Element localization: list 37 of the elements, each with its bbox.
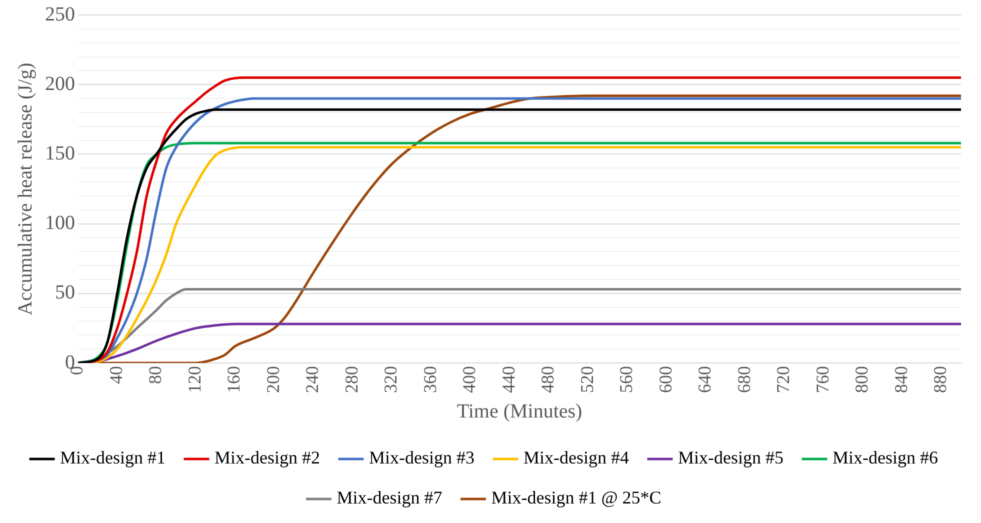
x-tick-label: 440 (498, 366, 518, 393)
x-tick-label: 800 (852, 366, 872, 393)
x-tick-label: 120 (184, 366, 204, 393)
x-tick-label: 360 (420, 366, 440, 393)
x-tick-label: 520 (576, 366, 597, 393)
legend-label: Mix-design #7 (336, 488, 442, 508)
legend-label: Mix-design #1 (60, 448, 166, 468)
y-tick-label: 200 (45, 72, 75, 95)
x-tick-label: 880 (930, 366, 950, 393)
x-tick-label: 840 (890, 366, 911, 393)
x-tick-label: 680 (734, 366, 754, 393)
x-tick-label: 320 (380, 366, 401, 393)
y-tick-label: 100 (45, 212, 75, 234)
legend-label: Mix-design #1 @ 25*C (491, 488, 662, 508)
x-tick-label: 600 (655, 366, 676, 393)
legend-label: Mix-design #3 (369, 448, 475, 468)
y-tick-label: 250 (45, 3, 75, 26)
x-tick-label: 160 (224, 366, 244, 393)
x-tick-label: 640 (694, 366, 715, 393)
y-tick-label: 50 (55, 282, 75, 304)
x-tick-label: 40 (106, 366, 126, 384)
legend-label: Mix-design #6 (832, 448, 938, 468)
x-axis-title: Time (Minutes) (456, 400, 582, 422)
y-axis-title: Accumulative heat release (J/g) (14, 62, 36, 316)
legend-label: Mix-design #5 (678, 448, 784, 468)
legend-label: Mix-design #2 (214, 448, 320, 468)
y-tick-label: 150 (45, 142, 75, 164)
x-tick-label: 200 (262, 366, 283, 393)
x-tick-label: 480 (538, 366, 558, 393)
x-tick-label: 80 (145, 366, 166, 384)
x-tick-label: 720 (773, 366, 794, 393)
x-tick-label: 760 (812, 366, 832, 393)
x-tick-label: 240 (302, 366, 322, 393)
legend-label: Mix-design #4 (524, 448, 629, 468)
x-tick-label: 560 (616, 366, 636, 393)
x-tick-label: 280 (341, 366, 362, 393)
x-tick-label: 400 (459, 366, 480, 393)
